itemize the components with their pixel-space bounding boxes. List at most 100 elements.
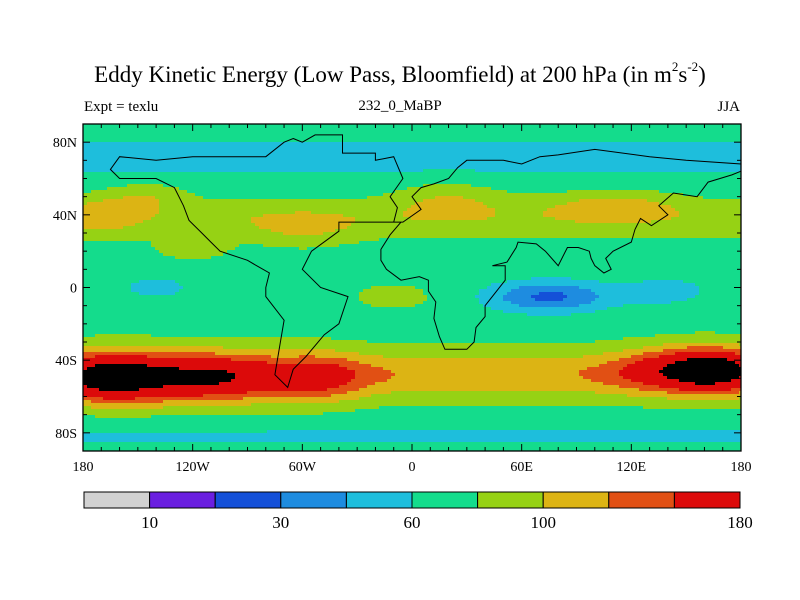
field-cell <box>359 148 364 152</box>
field-cell <box>451 199 456 203</box>
field-cell <box>439 193 444 197</box>
field-cell <box>503 196 508 200</box>
field-cell <box>499 169 504 173</box>
field-cell <box>635 199 640 203</box>
field-cell <box>371 175 376 179</box>
field-cell <box>435 133 440 137</box>
field-cell <box>375 190 380 194</box>
field-cell <box>179 136 184 140</box>
field-cell <box>559 139 564 143</box>
field-cell <box>391 184 396 188</box>
field-cell <box>103 166 108 170</box>
field-cell <box>131 196 136 200</box>
field-cell <box>235 172 240 176</box>
field-cell <box>291 193 296 197</box>
field-cell <box>507 211 512 215</box>
field-cell <box>107 130 112 134</box>
field-cell <box>167 166 172 170</box>
field-cell <box>363 193 368 197</box>
field-cell <box>155 139 160 143</box>
field-cell <box>539 139 544 143</box>
field-cell <box>575 169 580 173</box>
field-cell <box>103 196 108 200</box>
field-cell <box>203 202 208 206</box>
field-cell <box>183 151 188 155</box>
field-cell <box>583 208 588 212</box>
field-cell <box>491 145 496 149</box>
field-cell <box>307 127 312 131</box>
field-cell <box>143 205 148 209</box>
field-cell <box>183 139 188 143</box>
field-cell <box>631 157 636 161</box>
field-cell <box>191 208 196 212</box>
field-cell <box>643 184 648 188</box>
field-cell <box>499 172 504 176</box>
field-cell <box>715 172 720 176</box>
field-cell <box>723 160 728 164</box>
field-cell <box>391 130 396 134</box>
field-cell <box>491 133 496 137</box>
field-cell <box>287 163 292 167</box>
field-cell <box>395 172 400 176</box>
field-cell <box>163 136 168 140</box>
field-cell <box>259 193 264 197</box>
field-cell <box>375 172 380 176</box>
field-cell <box>527 187 532 191</box>
field-cell <box>203 160 208 164</box>
field-cell <box>187 187 192 191</box>
field-cell <box>355 130 360 134</box>
field-cell <box>543 193 548 197</box>
field-cell <box>159 145 164 149</box>
field-cell <box>735 196 740 200</box>
field-cell <box>715 160 720 164</box>
field-cell <box>587 166 592 170</box>
field-cell <box>491 175 496 179</box>
field-cell <box>623 124 628 128</box>
field-cell <box>719 199 724 203</box>
field-cell <box>311 211 316 215</box>
field-cell <box>695 151 700 155</box>
field-cell <box>363 136 368 140</box>
field-cell <box>147 169 152 173</box>
field-cell <box>531 157 536 161</box>
field-cell <box>111 130 116 134</box>
field-cell <box>239 127 244 131</box>
field-cell <box>443 142 448 146</box>
field-cell <box>587 157 592 161</box>
field-cell <box>703 199 708 203</box>
field-cell <box>119 193 124 197</box>
field-cell <box>355 139 360 143</box>
field-cell <box>683 169 688 173</box>
field-cell <box>99 181 104 185</box>
field-cell <box>355 142 360 146</box>
field-cell <box>155 157 160 161</box>
field-cell <box>619 124 624 128</box>
field-cell <box>291 211 296 215</box>
field-cell <box>279 139 284 143</box>
field-cell <box>595 169 600 173</box>
field-cell <box>695 202 700 206</box>
field-cell <box>263 127 268 131</box>
field-cell <box>723 133 728 137</box>
field-cell <box>287 181 292 185</box>
field-cell <box>671 205 676 209</box>
field-cell <box>583 175 588 179</box>
field-cell <box>695 190 700 194</box>
field-cell <box>295 151 300 155</box>
field-cell <box>651 154 656 158</box>
field-cell <box>607 205 612 209</box>
field-cell <box>355 163 360 167</box>
field-cell <box>203 166 208 170</box>
field-cell <box>227 193 232 197</box>
field-cell <box>207 148 212 152</box>
field-cell <box>391 205 396 209</box>
field-cell <box>247 169 252 173</box>
field-cell <box>451 163 456 167</box>
field-cell <box>199 211 204 215</box>
field-cell <box>707 139 712 143</box>
field-cell <box>467 157 472 161</box>
field-cell <box>391 202 396 206</box>
field-cell <box>691 211 696 215</box>
field-cell <box>127 214 132 218</box>
field-cell <box>447 196 452 200</box>
